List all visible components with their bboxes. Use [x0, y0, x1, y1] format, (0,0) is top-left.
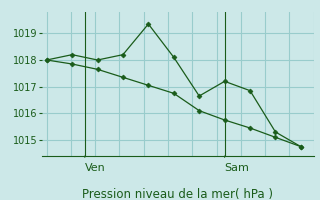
Text: Pression niveau de la mer( hPa ): Pression niveau de la mer( hPa ): [82, 188, 273, 200]
Text: Sam: Sam: [225, 163, 250, 173]
Text: Ven: Ven: [85, 163, 106, 173]
